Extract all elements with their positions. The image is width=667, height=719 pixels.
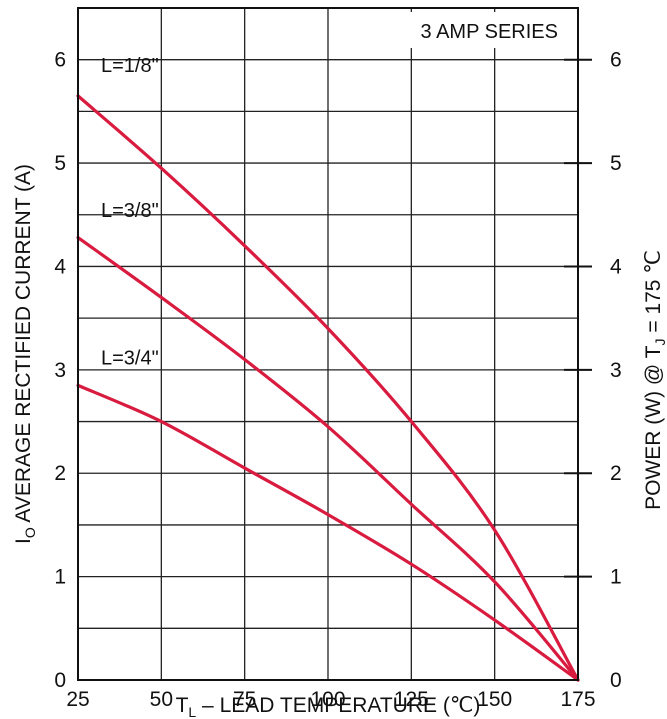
y2-tick-label: 5 (610, 152, 622, 175)
tick-layer: 25 50 75 100 125 150 175 0 1 2 3 4 5 6 0 1 2 3 4 5 6 (54, 49, 622, 711)
y-tick-label: 4 (54, 255, 66, 278)
x-tick-label: 150 (477, 688, 512, 711)
series-line-2 (76, 383, 580, 682)
grid-layer (78, 8, 578, 680)
series-label-3-8: L=3/8" (101, 200, 159, 222)
y-tick-label: 6 (54, 49, 66, 72)
y-axis-title-main: I (12, 538, 35, 544)
y2-axis-title-sub: J (652, 338, 667, 345)
title-background (343, 12, 558, 48)
x-tick-label: 75 (233, 688, 256, 711)
chart-title: 3 AMP SERIES (421, 21, 558, 43)
series-label-1-8: L=1/8" (101, 55, 159, 77)
y2-axis-title: POWER (W) @ TJ = 175 ℃ (642, 250, 667, 510)
curve-layer (76, 94, 580, 682)
y-tick-label: 3 (54, 359, 66, 382)
y2-tick-label: 4 (610, 255, 622, 278)
y2-axis-title-pre: POWER (W) @ T (642, 345, 665, 510)
y-tick-label: 5 (54, 152, 66, 175)
x-axis-title-rest: – LEAD TEMPERATURE (℃) (196, 694, 480, 717)
y2-tick-label: 0 (610, 669, 622, 692)
y-axis-title-rest: AVERAGE RECTIFIED CURRENT (A) (12, 164, 35, 527)
y-tick-label: 0 (54, 669, 66, 692)
y2-tick-label: 6 (610, 49, 622, 72)
y2-axis-title-post: = 175 ℃ (642, 250, 665, 338)
plot-frame (77, 7, 579, 681)
x-tick-label: 175 (560, 688, 595, 711)
x-axis-title-main: T (176, 694, 189, 717)
series-line-1 (76, 235, 580, 682)
y2-tick-label: 2 (610, 462, 622, 485)
y-axis-title-sub: O (22, 527, 38, 538)
x-tick-label: 100 (310, 688, 345, 711)
y-tick-label: 2 (54, 462, 66, 485)
y2-tick-label: 3 (610, 359, 622, 382)
x-axis-title-sub: L (188, 704, 196, 719)
x-axis-title: TL – LEAD TEMPERATURE (℃) (176, 694, 481, 719)
y2-tick-label: 1 (610, 566, 622, 589)
x-tick-label: 25 (66, 688, 89, 711)
y-tick-label: 1 (54, 566, 66, 589)
x-tick-label: 125 (394, 688, 429, 711)
y-axis-title: IO AVERAGE RECTIFIED CURRENT (A) (12, 164, 38, 544)
x-tick-label: 50 (150, 688, 173, 711)
series-label-3-4: L=3/4" (101, 348, 159, 370)
series-line-0 (76, 94, 580, 682)
